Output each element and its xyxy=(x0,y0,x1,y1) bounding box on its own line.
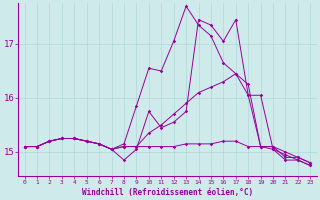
X-axis label: Windchill (Refroidissement éolien,°C): Windchill (Refroidissement éolien,°C) xyxy=(82,188,253,197)
